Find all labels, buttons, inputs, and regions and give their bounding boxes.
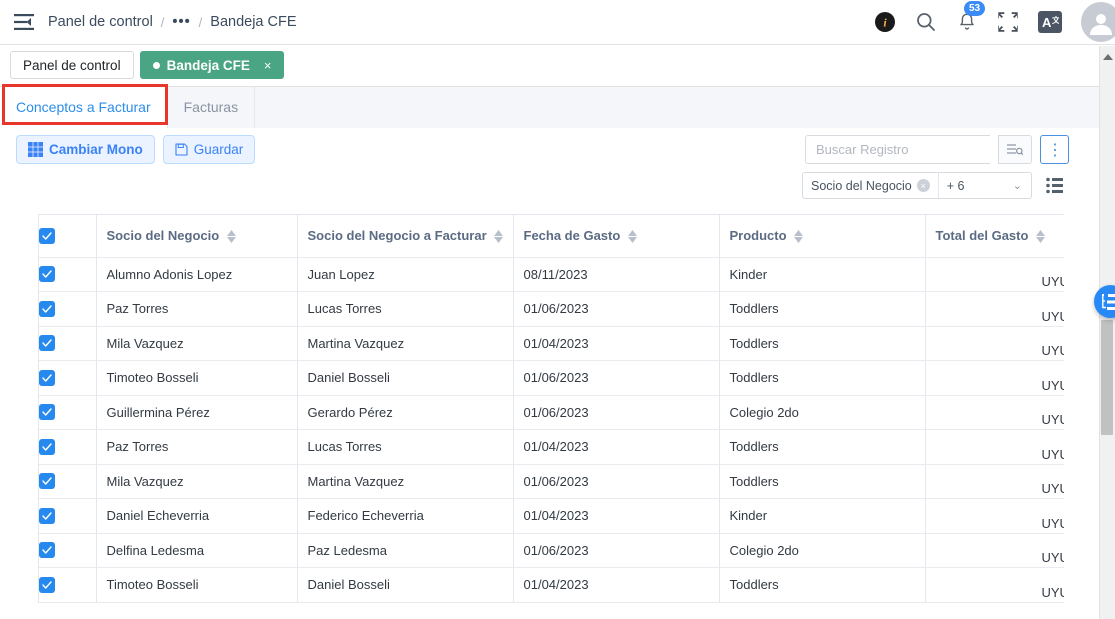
svg-text:A: A: [1042, 15, 1052, 30]
svg-text:文: 文: [1052, 15, 1059, 25]
